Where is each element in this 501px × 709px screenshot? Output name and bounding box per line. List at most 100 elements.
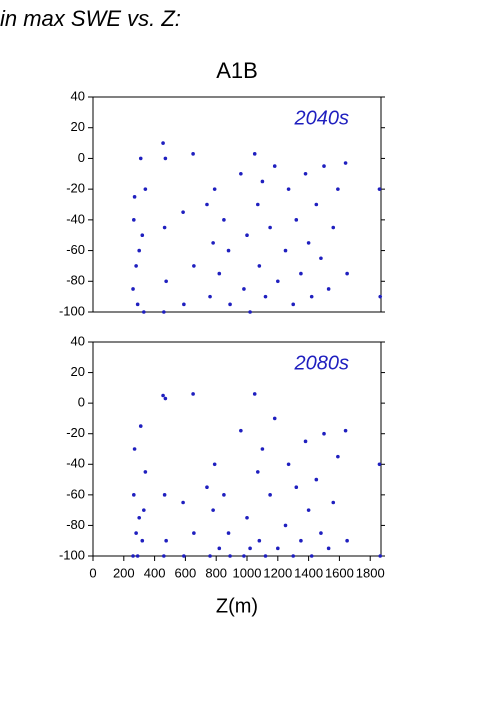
y-tick-label: -100 — [59, 303, 85, 318]
point — [212, 187, 217, 191]
point — [283, 248, 288, 253]
point — [208, 294, 212, 299]
point — [294, 218, 299, 222]
point — [294, 485, 299, 490]
x-tick-label: 1200 — [263, 565, 292, 580]
point — [205, 485, 209, 490]
point — [182, 302, 186, 307]
y-tick-label: 0 — [78, 150, 85, 165]
point — [322, 164, 326, 168]
x-tick-label: 1000 — [233, 565, 262, 580]
point — [331, 225, 336, 230]
y-tick-label: 20 — [71, 119, 85, 134]
point — [314, 477, 319, 482]
point — [252, 392, 257, 396]
point — [142, 310, 146, 314]
point — [161, 141, 165, 145]
x-tick-label: 1600 — [325, 565, 354, 580]
point — [378, 294, 383, 299]
point — [283, 523, 288, 528]
point — [291, 302, 296, 307]
point — [217, 271, 222, 276]
point — [242, 287, 246, 291]
point — [314, 202, 319, 207]
x-tick-label: 1400 — [294, 565, 323, 580]
point — [276, 279, 280, 284]
point — [135, 554, 140, 558]
point — [228, 302, 232, 307]
point — [162, 310, 166, 314]
point — [226, 531, 231, 535]
point — [181, 500, 185, 505]
point — [276, 546, 280, 551]
point — [257, 264, 262, 268]
point — [217, 546, 222, 551]
point — [132, 218, 136, 222]
y-tick-label: -40 — [66, 456, 85, 471]
point — [272, 164, 277, 168]
point — [377, 462, 382, 467]
point — [319, 256, 323, 261]
y-tick-label: -60 — [66, 486, 85, 501]
x-axis-label: Z(m) — [216, 595, 258, 617]
x-tick-label: 600 — [175, 565, 197, 580]
point — [322, 431, 326, 436]
point — [326, 546, 331, 551]
point — [239, 171, 243, 176]
point — [140, 538, 145, 543]
point — [268, 225, 272, 230]
point — [345, 538, 349, 543]
y-tick-label: 0 — [78, 395, 85, 410]
plot-frame — [92, 341, 382, 557]
point — [378, 554, 383, 558]
point — [326, 287, 331, 291]
point — [248, 546, 252, 551]
point — [286, 187, 291, 191]
point — [211, 508, 215, 512]
point — [222, 493, 226, 497]
point — [212, 462, 217, 467]
point — [343, 428, 348, 433]
y-tick-label: -100 — [59, 547, 85, 562]
panel-label: 2040s — [294, 107, 350, 129]
point — [336, 454, 340, 459]
point — [228, 554, 232, 558]
point — [245, 515, 249, 520]
panel-label: 2080s — [294, 352, 350, 374]
point — [132, 447, 137, 451]
point — [163, 396, 168, 401]
x-tick-label: 400 — [144, 565, 166, 580]
point — [299, 538, 303, 543]
point — [319, 531, 323, 535]
point — [191, 152, 195, 156]
point — [135, 302, 140, 307]
point — [132, 195, 137, 199]
point — [303, 171, 308, 176]
y-tick-label: -60 — [66, 242, 85, 257]
point — [263, 554, 268, 558]
point — [260, 447, 265, 451]
point — [336, 187, 340, 191]
point — [268, 493, 272, 497]
point — [343, 161, 348, 165]
heading: in max SWE vs. Z: — [0, 6, 181, 31]
point — [252, 152, 257, 156]
point — [245, 233, 249, 238]
point — [138, 424, 143, 428]
point — [303, 439, 308, 444]
point — [192, 531, 196, 535]
point — [345, 271, 349, 276]
point — [143, 187, 148, 191]
y-tick-label: -20 — [66, 181, 85, 196]
point — [162, 554, 166, 558]
point — [162, 493, 167, 497]
point — [309, 554, 314, 558]
point — [163, 156, 168, 161]
point — [309, 294, 314, 299]
point — [181, 210, 185, 214]
point — [257, 538, 262, 543]
point — [164, 279, 168, 284]
point — [131, 287, 135, 291]
point — [162, 225, 167, 230]
y-tick-label: -80 — [66, 273, 85, 288]
